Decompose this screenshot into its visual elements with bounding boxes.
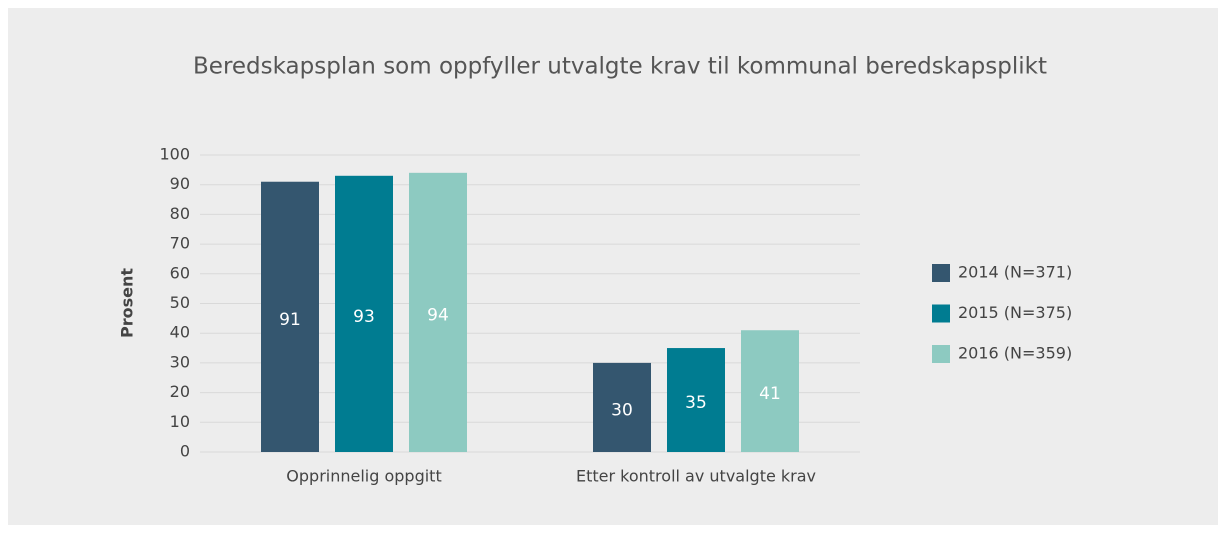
y-axis-label: Prosent xyxy=(118,268,137,338)
legend-swatch xyxy=(932,264,950,282)
value-label: 91 xyxy=(279,310,301,330)
bar xyxy=(409,172,467,452)
y-tick-label: 10 xyxy=(170,412,190,431)
bar xyxy=(335,175,393,453)
chart-title: Beredskapsplan som oppfyller utvalgte kr… xyxy=(193,54,1047,80)
y-tick-label: 0 xyxy=(180,442,190,461)
value-label: 30 xyxy=(611,400,633,420)
y-tick-label: 60 xyxy=(170,263,190,282)
value-label: 93 xyxy=(353,307,375,327)
legend-swatch xyxy=(932,345,950,363)
legend-swatch xyxy=(932,304,950,323)
y-tick-label: 70 xyxy=(170,234,190,253)
x-tick-label: Etter kontroll av utvalgte krav xyxy=(576,467,816,486)
y-tick-label: 40 xyxy=(170,323,190,342)
legend-label: 2014 (N=371) xyxy=(958,263,1072,282)
bar xyxy=(261,181,319,453)
y-tick-label: 50 xyxy=(170,293,190,312)
bar xyxy=(593,362,651,452)
y-tick-label: 20 xyxy=(170,382,190,401)
value-label: 35 xyxy=(685,393,707,413)
y-tick-label: 90 xyxy=(170,174,190,193)
value-label: 94 xyxy=(427,305,449,325)
value-label: 41 xyxy=(759,384,781,404)
legend-label: 2015 (N=375) xyxy=(958,303,1072,322)
y-tick-label: 80 xyxy=(170,204,190,223)
bar xyxy=(667,348,725,452)
y-tick-label: 30 xyxy=(170,352,190,371)
x-tick-label: Opprinnelig oppgitt xyxy=(286,467,441,486)
y-tick-label: 100 xyxy=(159,145,190,164)
bar xyxy=(741,330,799,452)
legend-label: 2016 (N=359) xyxy=(958,344,1072,363)
